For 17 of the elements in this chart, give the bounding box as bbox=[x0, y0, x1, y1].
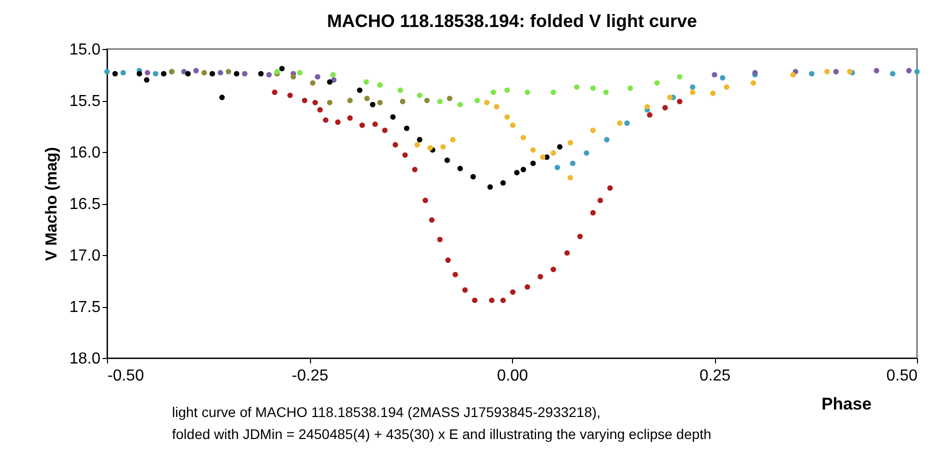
text: folded with JDMin = 2450485(4) + 435(30) x E and illustrating the varying eclipse depth bbox=[172, 426, 712, 442]
y-tick-label: 17.5 bbox=[69, 299, 101, 316]
y-tick-label: 15.5 bbox=[69, 93, 101, 110]
y-axis-title: V Macho (mag) bbox=[43, 147, 60, 261]
y-tick-label: 16.0 bbox=[69, 144, 101, 162]
x-axis-title: Phase bbox=[821, 394, 872, 414]
chart-title: MACHO 118.18538.194: folded V light curve bbox=[326, 11, 698, 31]
x-tick-label: -0.25 bbox=[292, 368, 328, 384]
x-tick-label: 0.50 bbox=[886, 368, 918, 384]
x-tick-label: -0.50 bbox=[108, 368, 144, 384]
y-tick-label: 18.0 bbox=[69, 350, 101, 368]
y-tick-label: 15.0 bbox=[69, 42, 101, 58]
y-tick-label: 16.5 bbox=[69, 196, 101, 213]
y-tick-label: 17.0 bbox=[69, 248, 101, 264]
x-tick-label: 0.00 bbox=[496, 368, 528, 384]
x-tick-label: 0.25 bbox=[699, 368, 731, 384]
text: light curve of MACHO 118.18538.194 (2MASS J17593845-2933218), bbox=[172, 404, 601, 420]
